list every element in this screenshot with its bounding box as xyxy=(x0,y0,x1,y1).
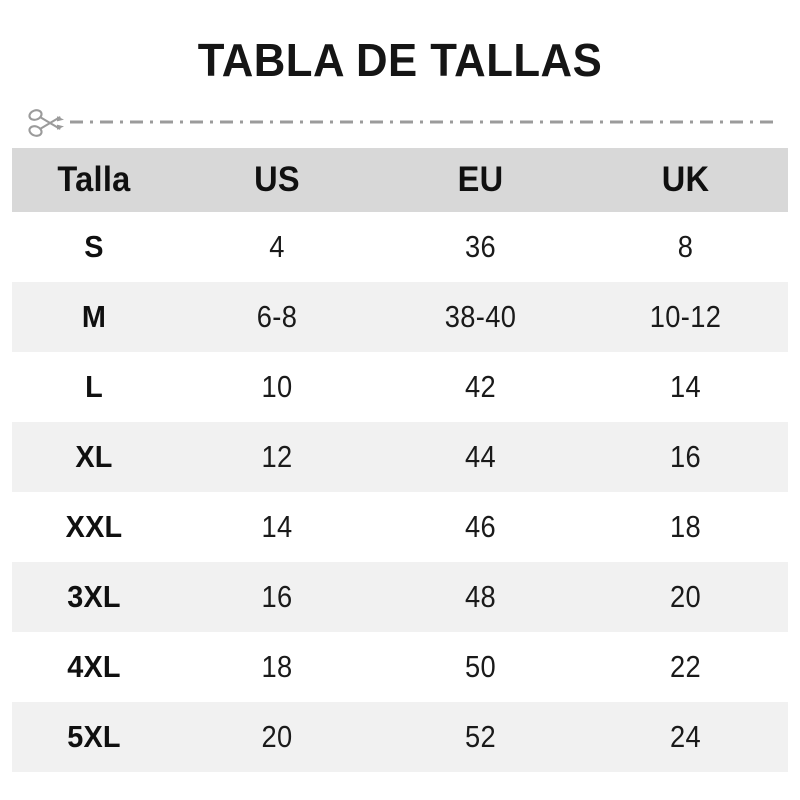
cell-uk: 10-12 xyxy=(649,299,722,334)
cell-us: 20 xyxy=(261,719,293,754)
column-header-us: US xyxy=(254,160,300,199)
cell-us: 10 xyxy=(261,369,293,404)
column-header-eu: EU xyxy=(457,160,504,199)
cell-us: 4 xyxy=(269,229,285,264)
table-row: XXL 14 46 18 xyxy=(12,492,788,562)
column-header-talla: Talla xyxy=(57,160,131,199)
cell-us: 14 xyxy=(261,509,293,544)
table-row: M 6-8 38-40 10-12 xyxy=(12,282,788,352)
cell-eu: 42 xyxy=(464,369,497,404)
cell-eu: 38-40 xyxy=(444,299,517,334)
cell-eu: 36 xyxy=(464,229,497,264)
cell-us: 6-8 xyxy=(256,299,298,334)
cell-talla: L xyxy=(85,369,103,404)
scissors-icon xyxy=(28,109,64,137)
table-row: L 10 42 14 xyxy=(12,352,788,422)
cell-eu: 46 xyxy=(464,509,497,544)
column-header-uk: UK xyxy=(661,160,710,199)
cell-eu: 48 xyxy=(464,579,497,614)
cell-uk: 20 xyxy=(669,579,702,614)
cell-talla: 5XL xyxy=(67,719,121,754)
table-row: S 4 36 8 xyxy=(12,212,788,282)
cell-uk: 22 xyxy=(669,649,702,684)
cell-uk: 24 xyxy=(669,719,702,754)
cell-talla: XXL xyxy=(65,509,123,544)
table-row: 4XL 18 50 22 xyxy=(12,632,788,702)
dashed-cut-rule xyxy=(70,120,774,124)
cell-us: 12 xyxy=(261,439,293,474)
page-title: TABLA DE TALLAS xyxy=(197,34,603,86)
table-row: XL 12 44 16 xyxy=(12,422,788,492)
cell-talla: XL xyxy=(75,439,113,474)
cell-eu: 52 xyxy=(464,719,497,754)
table-header-row: Talla US EU UK xyxy=(12,148,788,212)
cell-talla: 4XL xyxy=(67,649,121,684)
cell-eu: 44 xyxy=(464,439,497,474)
cell-eu: 50 xyxy=(464,649,497,684)
size-table: Talla US EU UK S 4 36 8 M 6-8 38-40 10-1… xyxy=(12,148,788,772)
table-row: 5XL 20 52 24 xyxy=(12,702,788,772)
cell-us: 16 xyxy=(261,579,293,614)
cell-us: 18 xyxy=(261,649,293,684)
cell-uk: 8 xyxy=(677,229,694,264)
cut-here-line xyxy=(26,104,774,142)
cell-talla: M xyxy=(81,299,107,334)
cell-uk: 18 xyxy=(669,509,702,544)
table-row: 3XL 16 48 20 xyxy=(12,562,788,632)
cell-talla: S xyxy=(84,229,104,264)
cell-uk: 16 xyxy=(669,439,702,474)
cell-talla: 3XL xyxy=(67,579,121,614)
cell-uk: 14 xyxy=(669,369,702,404)
